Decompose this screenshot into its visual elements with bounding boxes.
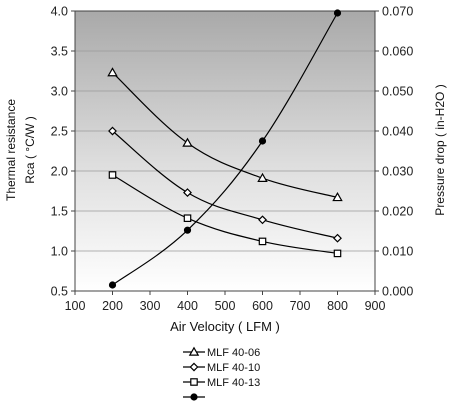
y-axis-right-label: Pressure drop ( in-H2O ) — [433, 84, 447, 215]
y-right-tick-label: 0.070 — [382, 5, 413, 19]
y-left-tick-label: 1.5 — [51, 205, 68, 219]
y-left-tick-label: 0.5 — [51, 285, 68, 299]
y-left-tick-label: 4.0 — [51, 5, 68, 19]
data-point-circle — [333, 9, 342, 17]
data-point-diamond — [258, 215, 267, 225]
data-point-triangle — [182, 137, 193, 147]
y-right-tick-label: 0.050 — [382, 85, 413, 99]
data-point-circle — [258, 137, 267, 145]
plot-area-background — [75, 11, 375, 291]
data-point-triangle — [332, 191, 343, 202]
data-point-triangle — [107, 67, 118, 77]
y-axis-left-label-line1: Thermal resistance — [4, 99, 18, 201]
y-right-tick-label: 0.020 — [382, 205, 413, 219]
legend-item: MLF 40-06 — [183, 346, 260, 359]
x-axis-label: Air Velocity ( LFM ) — [170, 319, 280, 334]
series-triangle — [107, 67, 343, 202]
x-tick-label: 300 — [140, 299, 161, 313]
y-axis-left-label-line2: Rca ( °C/W ) — [23, 116, 37, 183]
series-circle — [108, 9, 342, 289]
series-line — [112, 174, 338, 254]
y-right-tick-label: 0.040 — [382, 125, 413, 139]
x-tick-label: 800 — [327, 299, 348, 313]
x-tick-label: 500 — [215, 299, 236, 313]
y-left-tick-label: 3.5 — [51, 45, 68, 59]
x-tick-label: 200 — [102, 299, 123, 313]
series-line — [112, 130, 338, 239]
data-point-circle — [108, 281, 117, 289]
x-tick-label: 100 — [65, 299, 86, 313]
legend-item: MLF 40-10 — [183, 362, 260, 374]
data-point-square — [258, 237, 267, 246]
y-right-tick-label: 0.000 — [382, 285, 413, 299]
y-left-tick-label: 1.0 — [51, 245, 68, 259]
y-left-tick-label: 3.0 — [51, 85, 68, 99]
legend: MLF 40-06 MLF 40-10 MLF 40-13 — [183, 346, 260, 401]
y-right-tick-label: 0.010 — [382, 245, 413, 259]
legend-marker-circle — [190, 393, 198, 401]
data-point-diamond — [108, 126, 117, 136]
data-point-square — [333, 249, 342, 258]
series-square — [108, 171, 342, 258]
series-diamond — [108, 126, 342, 243]
x-tick-label: 600 — [252, 299, 273, 313]
x-tick-label: 700 — [290, 299, 311, 313]
legend-marker-triangle — [188, 346, 200, 356]
legend-item: MLF 40-13 — [183, 377, 260, 389]
legend-item — [183, 393, 205, 401]
data-point-square — [108, 171, 117, 179]
x-tick-label: 900 — [365, 299, 386, 313]
y-left-tick-label: 2.5 — [51, 125, 68, 139]
y-left-tick-label: 2.0 — [51, 165, 68, 179]
x-tick-label: 400 — [177, 299, 198, 313]
legend-label: MLF 40-13 — [207, 377, 260, 389]
legend-label: MLF 40-06 — [207, 347, 260, 359]
legend-marker-diamond — [189, 362, 199, 372]
data-point-square — [183, 214, 192, 223]
series-line — [112, 72, 338, 198]
data-point-diamond — [333, 233, 342, 243]
data-point-circle — [183, 226, 192, 234]
legend-label: MLF 40-10 — [207, 362, 260, 374]
legend-marker-square — [190, 378, 198, 386]
y-right-tick-label: 0.060 — [382, 45, 413, 59]
data-point-triangle — [257, 172, 268, 182]
y-right-tick-label: 0.030 — [382, 165, 413, 179]
series-line — [112, 12, 339, 286]
data-point-diamond — [183, 188, 192, 198]
